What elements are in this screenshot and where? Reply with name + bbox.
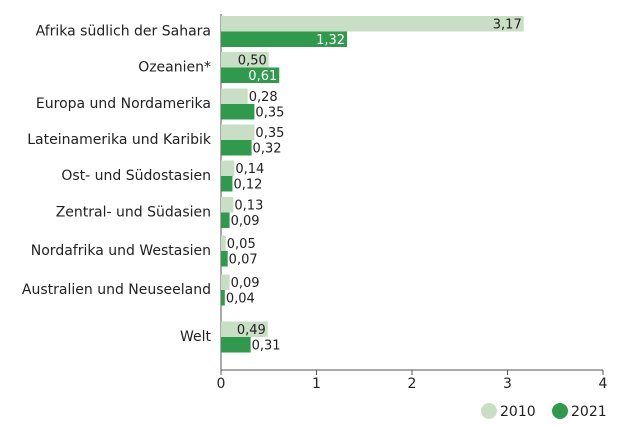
legend-label: 2010 [500,404,536,420]
bar [221,16,524,32]
value-label: 0,09 [231,214,260,229]
value-label: 0,28 [249,90,278,105]
value-label: 0,12 [233,177,262,192]
bar [221,197,234,213]
value-label: 0,05 [227,237,256,252]
value-label: 0,07 [229,252,258,267]
x-tick-label: 3 [503,376,512,392]
category-label: Lateinamerika und Karibik [27,132,212,148]
value-label: 0,35 [255,105,284,120]
bar [221,212,230,228]
category-label: Europa und Nordamerika [36,96,211,112]
x-tick-label: 1 [312,376,321,392]
value-label: 0,35 [255,126,284,141]
bar [221,52,269,68]
x-tick-label: 0 [217,376,226,392]
value-label: 0,13 [234,198,263,213]
bar [221,337,251,353]
bar [221,124,255,140]
value-label: 0,31 [252,338,281,353]
category-label: Nordafrika und Westasien [31,243,211,259]
legend-label: 2021 [571,404,607,420]
bar [221,176,233,192]
value-label: 0,50 [238,53,267,68]
legend-swatch [481,403,497,419]
bar [221,104,255,120]
category-label: Afrika südlich der Sahara [36,24,211,40]
bar [221,321,268,337]
category-label: Ozeanien* [138,60,211,76]
value-label: 0,61 [248,69,277,84]
bar [221,31,348,47]
value-label: 0,49 [237,323,266,338]
bar [221,140,252,156]
bar [221,235,226,251]
category-label: Welt [180,329,212,345]
category-label: Australien und Neuseeland [22,282,211,298]
x-tick-label: 4 [599,376,608,392]
bar [221,290,225,306]
bar [221,251,228,267]
category-label: Ost- und Südostasien [61,168,211,184]
bar [221,160,235,176]
value-label: 0,14 [235,162,264,177]
value-label: 1,32 [316,33,345,48]
value-label: 0,04 [226,291,255,306]
legend-swatch [552,403,568,419]
bar [221,274,230,290]
value-label: 3,17 [493,17,522,32]
bar [221,67,280,83]
value-label: 0,09 [231,276,260,291]
category-label: Zentral- und Südasien [56,205,211,221]
x-tick-label: 2 [408,376,417,392]
value-label: 0,32 [253,141,282,156]
bar [221,88,248,104]
